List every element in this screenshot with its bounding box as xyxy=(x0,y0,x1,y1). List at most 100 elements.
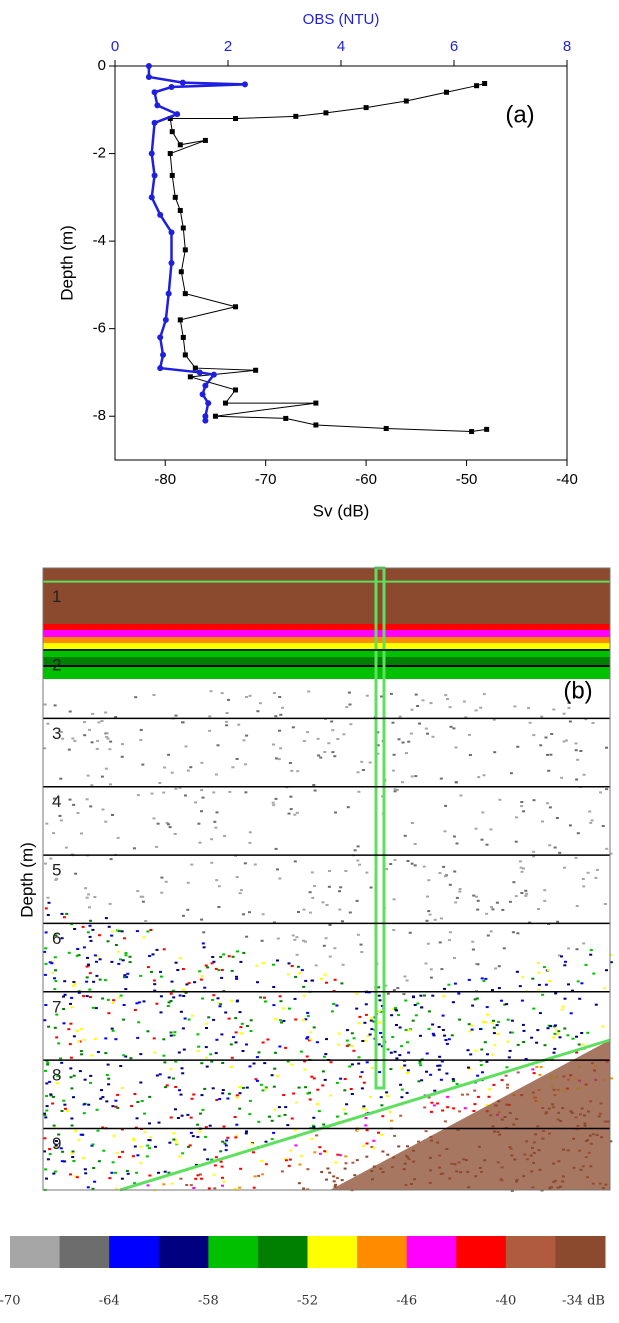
echo-speckle xyxy=(162,1183,166,1186)
echo-speckle xyxy=(380,1133,384,1136)
echo-speckle xyxy=(535,1065,539,1068)
echo-speckle xyxy=(307,690,311,693)
echo-speckle xyxy=(539,744,543,747)
echo-speckle xyxy=(179,1093,183,1096)
echo-speckle xyxy=(473,1103,477,1106)
echo-speckle xyxy=(148,1122,151,1125)
echo-speckle xyxy=(506,1086,509,1089)
echo-speckle xyxy=(537,983,541,986)
echo-speckle xyxy=(100,720,104,722)
echo-speckle xyxy=(424,1130,428,1133)
seabed xyxy=(330,1040,610,1190)
echo-speckle xyxy=(99,1097,103,1100)
echo-speckle xyxy=(224,1011,228,1014)
echo-speckle xyxy=(333,1185,337,1188)
data-point xyxy=(167,116,173,122)
echo-speckle xyxy=(155,1002,159,1005)
data-point xyxy=(202,417,209,424)
echo-speckle xyxy=(348,703,352,706)
echo-speckle xyxy=(532,734,536,737)
echo-speckle xyxy=(221,1062,225,1064)
echo-speckle xyxy=(393,1050,397,1053)
data-point xyxy=(145,73,152,80)
echo-speckle xyxy=(227,698,230,701)
echo-speckle xyxy=(427,1027,431,1030)
echo-speckle xyxy=(201,1108,205,1111)
surface-band xyxy=(43,637,610,643)
echo-speckle xyxy=(203,1087,207,1090)
echo-speckle xyxy=(163,1061,167,1064)
echo-speckle xyxy=(162,948,166,951)
echo-speckle xyxy=(83,721,86,724)
echo-speckle xyxy=(54,1144,58,1147)
echo-speckle xyxy=(575,695,579,698)
echo-speckle xyxy=(574,742,578,745)
echo-speckle xyxy=(426,895,429,898)
echo-speckle xyxy=(303,1060,307,1063)
echo-speckle xyxy=(270,1138,274,1141)
echo-speckle xyxy=(136,1036,140,1039)
echo-speckle xyxy=(500,999,503,1002)
echo-speckle xyxy=(343,1078,347,1080)
echo-speckle xyxy=(188,1144,192,1147)
echo-speckle xyxy=(93,1038,97,1040)
echo-speckle xyxy=(121,1150,125,1153)
echo-speckle xyxy=(82,1103,86,1106)
echo-speckle xyxy=(61,1150,65,1153)
echo-speckle xyxy=(261,962,265,964)
echo-speckle xyxy=(306,1011,310,1014)
echo-speckle xyxy=(272,986,276,988)
echo-speckle xyxy=(146,930,150,933)
y-tick-label: -4 xyxy=(93,232,106,249)
echo-speckle xyxy=(181,1152,185,1155)
echo-speckle xyxy=(105,1074,109,1076)
echo-speckle xyxy=(452,1080,456,1083)
echo-speckle xyxy=(197,1045,201,1048)
echo-speckle xyxy=(200,1177,203,1180)
echo-speckle xyxy=(552,1051,556,1054)
echo-speckle xyxy=(221,1176,224,1179)
echo-speckle xyxy=(281,706,285,709)
echo-speckle xyxy=(355,992,359,995)
echo-speckle xyxy=(273,1108,277,1111)
echo-speckle xyxy=(345,1044,349,1047)
echo-speckle xyxy=(429,702,433,705)
echo-speckle xyxy=(158,1073,162,1076)
echo-speckle xyxy=(272,1085,276,1088)
echo-speckle xyxy=(220,1033,224,1036)
y-tick-label: 4 xyxy=(52,792,61,811)
echo-speckle xyxy=(100,1089,103,1092)
echo-speckle xyxy=(178,994,182,997)
echo-speckle xyxy=(235,1094,239,1097)
echo-speckle xyxy=(455,1083,459,1085)
echo-speckle xyxy=(457,992,461,995)
echo-speckle xyxy=(146,1030,150,1033)
echo-speckle xyxy=(426,942,430,945)
echo-speckle xyxy=(342,1108,346,1111)
echo-speckle xyxy=(43,1019,47,1022)
echo-speckle xyxy=(44,947,48,950)
echo-speckle xyxy=(480,977,484,980)
echo-speckle xyxy=(169,1031,173,1034)
echo-speckle xyxy=(210,1060,214,1063)
echo-speckle xyxy=(329,1094,333,1097)
echo-speckle xyxy=(476,1074,480,1077)
echo-speckle xyxy=(215,879,219,882)
echo-speckle xyxy=(479,706,483,709)
echo-speckle xyxy=(43,1112,46,1115)
echo-speckle xyxy=(133,1009,137,1011)
echo-speckle xyxy=(272,1004,276,1007)
echo-speckle xyxy=(229,1043,233,1046)
echo-speckle xyxy=(377,1010,381,1013)
echo-speckle xyxy=(200,1094,204,1097)
echo-speckle xyxy=(376,752,380,755)
echo-speckle xyxy=(75,1176,79,1179)
echo-speckle xyxy=(44,1069,47,1072)
echo-speckle xyxy=(207,1016,211,1019)
echo-speckle xyxy=(120,1087,124,1089)
echo-speckle xyxy=(365,871,369,874)
echo-speckle xyxy=(245,734,249,737)
echo-speckle xyxy=(350,1045,354,1048)
echo-speckle xyxy=(582,885,586,888)
echo-speckle xyxy=(445,1072,449,1075)
